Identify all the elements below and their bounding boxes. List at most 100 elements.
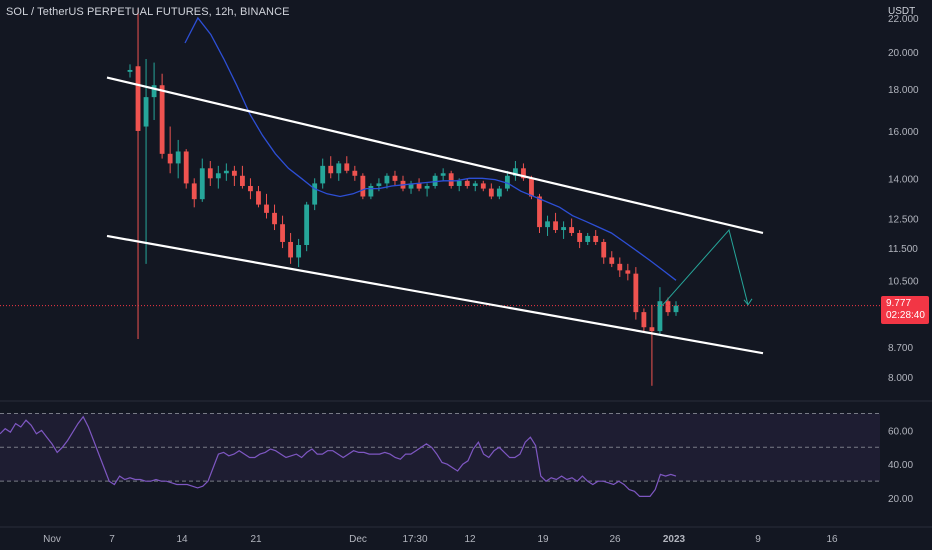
price-tick-label: 18.000 [888,85,919,96]
candle-body [264,204,269,213]
trendlines-layer [106,76,764,355]
candle-body [448,173,454,186]
time-tick-label: 16 [826,534,838,545]
candle-body [488,188,494,197]
candle-body [424,185,430,189]
rsi-tick-label: 60.00 [888,426,913,437]
candle-body [231,170,237,176]
candle-body [432,175,438,186]
time-tick-label: Dec [349,534,367,545]
candle-body [256,191,261,205]
candle-body [328,165,334,174]
time-tick-label: 21 [250,534,262,545]
candle-body [312,183,318,205]
candle-body [296,245,302,258]
candle-body [304,204,310,246]
candle-body [207,168,213,179]
candle-body [537,196,542,228]
time-tick-label: Nov [43,534,61,545]
candle-body [577,232,583,242]
candle-body [272,212,277,225]
candle-body [240,175,245,186]
candle-body [504,175,510,189]
candle-body [521,168,526,179]
candle-body [199,168,205,200]
time-tick-label: 19 [537,534,549,545]
candle-body [159,85,165,154]
price-tick-label: 16.000 [888,127,919,138]
candle-body [368,185,374,197]
candle-body [215,173,221,179]
price-tick-label: 8.000 [888,373,913,384]
time-tick-label: 9 [755,534,761,545]
candle-body [513,168,518,176]
candle-body [456,180,462,186]
candle-body [561,227,566,231]
candle-body [127,69,133,72]
candle-body [151,85,157,98]
candle-body [384,175,390,184]
candle-body [529,178,534,197]
candle-body [336,163,342,174]
time-axis: Nov 7 14 21 Dec 17:30 12 19 26 2023 9 16 [0,526,932,545]
candle-body [496,188,502,197]
candle-body [464,180,470,186]
candle-body [344,163,350,171]
channel-lower-line [106,234,764,355]
time-tick-label: 17:30 [402,534,427,545]
price-unit: USDT [888,6,916,17]
time-tick-label: 7 [109,534,115,545]
candle-body [585,235,591,242]
channel-upper-line [106,76,764,235]
candle-body [657,301,663,332]
candle-body [673,305,679,313]
candle-body [609,257,615,264]
candle-body [175,151,181,164]
time-tick-label: 26 [609,534,621,545]
candle-body [408,183,414,189]
rsi-line [0,415,677,497]
chart-title: SOL / TetherUS PERPETUAL FUTURES, 12h, B… [6,6,290,18]
candle-body [569,227,575,233]
time-tick-label: 12 [464,534,476,545]
candle-body [617,263,623,271]
projection-arrowhead [743,298,753,306]
candle-body [440,173,446,176]
price-tick-label: 14.000 [888,174,919,185]
candle-body [480,183,486,189]
candle-body [472,183,478,186]
candle-body [545,221,550,228]
candle-body [649,327,655,332]
candle-body [360,175,366,197]
price-tick-label: 20.000 [888,48,919,59]
candle-body [641,312,647,328]
rsi-pane: 60.00 40.00 20.00 [0,400,932,505]
candle-body [167,153,173,164]
candle-body [553,221,558,231]
price-tick-label: 11.500 [888,244,918,255]
price-tick-label: 10.500 [888,276,919,287]
candle-body [352,170,358,176]
candle-body [135,66,141,131]
candle-body [248,185,253,192]
moving-average-line [184,16,677,281]
candle-body [593,235,599,242]
candle-body [633,273,639,313]
candles-layer [0,8,880,386]
time-tick-label: 2023 [663,534,686,545]
rsi-band-fill [0,413,880,482]
candle-body [625,270,631,274]
candle-body [376,183,382,186]
rsi-tick-label: 20.00 [888,494,913,505]
candle-body [223,170,229,174]
candle-body [183,151,189,184]
price-axis: 22.000 20.000 18.000 16.000 14.000 12.500 11.5… [888,14,919,384]
candle-body [665,301,671,313]
price-tick-label: 22.000 [888,14,919,25]
candle-body [320,165,326,184]
last-price-badge: 9.777 02:28:40 [881,296,929,324]
candle-body [143,97,149,127]
time-tick-label: 14 [176,534,188,545]
price-tick-label: 8.700 [888,343,913,354]
candle-body [191,183,197,200]
